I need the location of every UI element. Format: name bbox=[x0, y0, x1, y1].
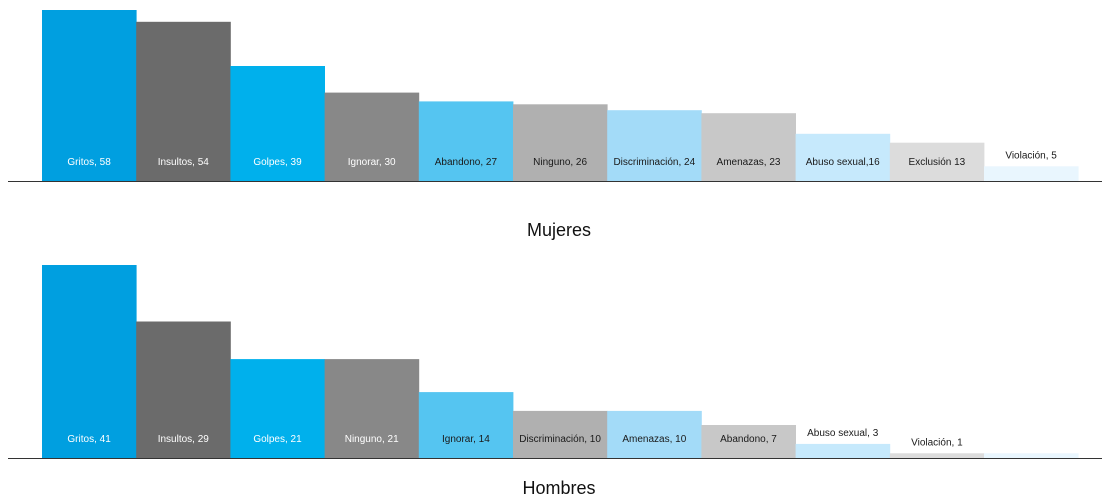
bar-label-hombres-7: Amenazas, 10 bbox=[622, 434, 686, 445]
bar-label-hombres-4: Ninguno, 21 bbox=[345, 434, 399, 445]
bar-mujeres-7 bbox=[607, 110, 702, 181]
bar-mujeres-9 bbox=[795, 133, 891, 181]
bar-label-mujeres-7: Discriminación, 24 bbox=[613, 157, 695, 168]
bar-hombres-7 bbox=[607, 410, 702, 458]
bar-label-mujeres-2: Insultos, 54 bbox=[158, 157, 210, 168]
chart-title-hombres: Hombres bbox=[522, 478, 595, 496]
bar-label-mujeres-5: Abandono, 27 bbox=[435, 157, 498, 168]
bar-label-hombres-6: Discriminación, 10 bbox=[519, 434, 601, 445]
bar-hombres-10 bbox=[889, 453, 985, 458]
bar-hombres-8 bbox=[701, 425, 796, 458]
bar-label-mujeres-10: Exclusión 13 bbox=[909, 157, 966, 168]
bar-hombres-4 bbox=[324, 359, 420, 458]
bar-label-hombres-1: Gritos, 41 bbox=[67, 434, 111, 445]
bar-label-mujeres-11: Violación, 5 bbox=[1005, 150, 1057, 161]
bar-label-mujeres-4: Ignorar, 30 bbox=[348, 157, 396, 168]
bar-label-hombres-2: Insultos, 29 bbox=[158, 434, 210, 445]
bar-mujeres-4 bbox=[324, 92, 420, 181]
bar-hombres-5 bbox=[418, 392, 514, 458]
bar-label-mujeres-9: Abuso sexual,16 bbox=[806, 157, 880, 168]
bar-hombres-6 bbox=[513, 410, 608, 458]
bar-chart-mujeres: Gritos, 58 Insultos, 54 Golpes, 39 Ignorar,… bbox=[8, 10, 1102, 182]
bar-label-hombres-9: Abuso sexual, 3 bbox=[807, 428, 879, 439]
bar-chart-hombres: Gritos, 41 Insultos, 29 Golpes, 21 Ninguno,… bbox=[8, 265, 1102, 459]
bar-mujeres-2 bbox=[136, 21, 231, 181]
bar-hombres-3 bbox=[230, 359, 325, 458]
bar-hombres-11 bbox=[984, 453, 1079, 458]
bar-label-mujeres-3: Golpes, 39 bbox=[253, 157, 302, 168]
chart-title-mujeres: Mujeres bbox=[527, 220, 591, 240]
bar-hombres-2 bbox=[136, 321, 231, 458]
bar-mujeres-3 bbox=[230, 66, 325, 181]
bar-mujeres-6 bbox=[513, 104, 608, 181]
bar-mujeres-8 bbox=[701, 113, 796, 181]
bar-mujeres-5 bbox=[418, 101, 514, 181]
bar-label-mujeres-1: Gritos, 58 bbox=[67, 157, 111, 168]
bar-label-hombres-5: Ignorar, 14 bbox=[442, 434, 490, 445]
bar-label-mujeres-6: Ninguno, 26 bbox=[533, 157, 587, 168]
bar-hombres-1 bbox=[42, 265, 137, 458]
bar-label-hombres-8: Abandono, 7 bbox=[720, 434, 777, 445]
bar-label-hombres-10: Violación, 1 bbox=[911, 437, 963, 448]
bar-mujeres-1 bbox=[42, 10, 137, 181]
bar-hombres-9 bbox=[795, 443, 891, 458]
bar-mujeres-11 bbox=[984, 166, 1079, 181]
bar-mujeres-10 bbox=[889, 142, 985, 181]
bar-label-mujeres-8: Amenazas, 23 bbox=[717, 157, 781, 168]
bar-label-hombres-3: Golpes, 21 bbox=[253, 434, 302, 445]
